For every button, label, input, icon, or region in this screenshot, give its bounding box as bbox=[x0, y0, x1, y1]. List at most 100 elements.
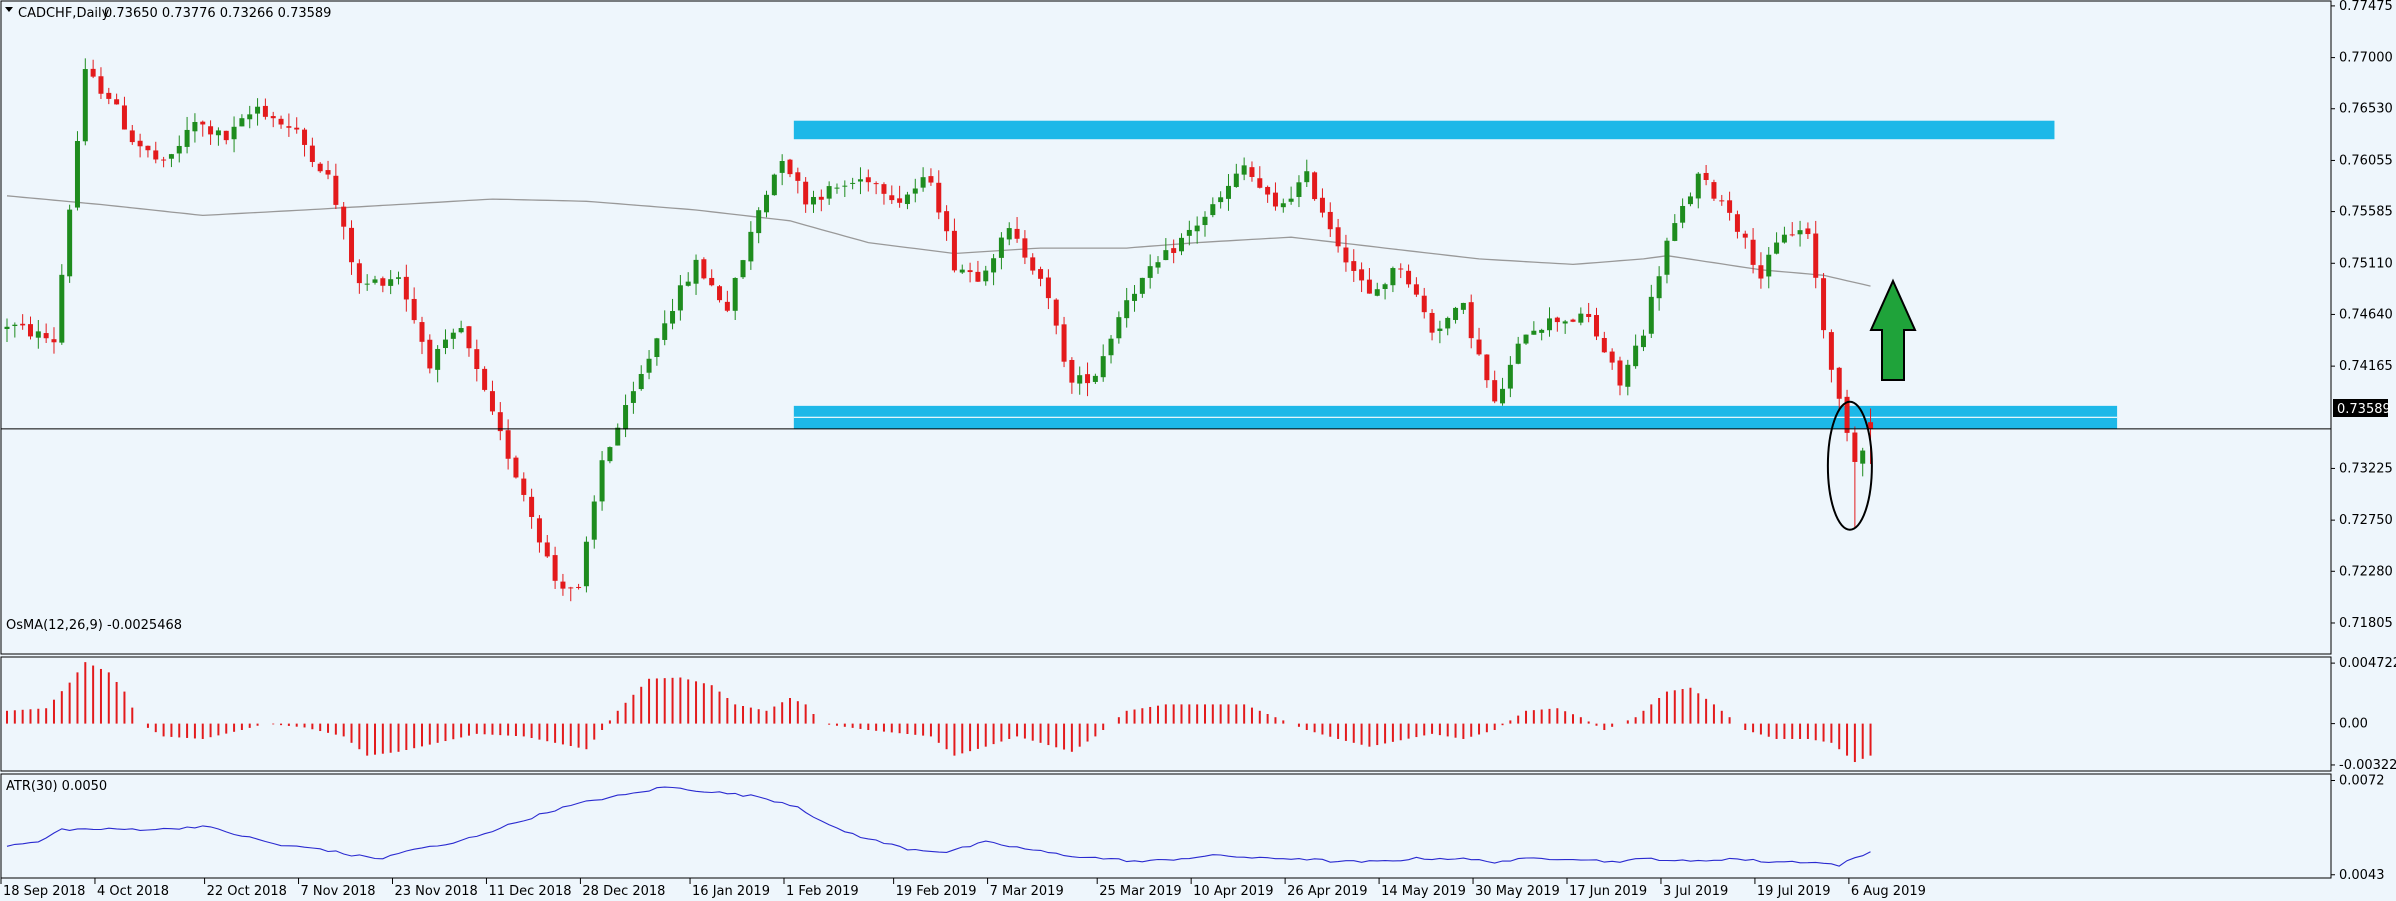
candle-body bbox=[1445, 317, 1451, 329]
candle-body bbox=[717, 286, 723, 301]
candle bbox=[646, 350, 652, 380]
candle bbox=[881, 182, 887, 205]
candle-body bbox=[247, 114, 253, 120]
price-panel: 0.77475 0.77000 0.76530 0.76055 0.75585 0.751… bbox=[0, 0, 2393, 655]
candle-body bbox=[20, 323, 26, 326]
candle-body bbox=[1750, 239, 1756, 265]
chart-header: CADCHF,Daily 0.73650 0.73776 0.73266 0.7… bbox=[5, 6, 331, 21]
circle-annotation-shape bbox=[1826, 400, 1873, 531]
price-tick-label: 0.71805 bbox=[2339, 616, 2393, 631]
candle-body bbox=[419, 322, 425, 342]
candle bbox=[59, 264, 65, 345]
candle bbox=[1601, 331, 1607, 353]
candle bbox=[474, 339, 480, 382]
candle bbox=[1022, 230, 1028, 265]
candle bbox=[396, 271, 401, 285]
candle-body bbox=[474, 349, 480, 369]
candle-body bbox=[513, 457, 519, 478]
candle-body bbox=[1390, 268, 1396, 286]
candle bbox=[1171, 239, 1177, 264]
candle bbox=[341, 202, 347, 240]
candle-body bbox=[810, 196, 816, 205]
candle bbox=[1108, 335, 1114, 364]
candle bbox=[403, 264, 409, 312]
candle bbox=[43, 323, 49, 344]
candle bbox=[497, 402, 503, 441]
date-tick-label: 19 Feb 2019 bbox=[896, 884, 977, 899]
candle-body bbox=[1500, 388, 1506, 404]
candle bbox=[1774, 232, 1780, 255]
candle-body bbox=[239, 118, 245, 127]
candle-body bbox=[1695, 173, 1701, 199]
candle-body bbox=[341, 206, 347, 227]
candle-body bbox=[1116, 317, 1122, 339]
candle-body bbox=[1045, 277, 1051, 299]
candle-body bbox=[1507, 364, 1513, 389]
candle bbox=[1116, 311, 1122, 344]
candle bbox=[1484, 354, 1490, 388]
dropdown-triangle-icon[interactable] bbox=[5, 7, 13, 12]
candle bbox=[333, 163, 339, 209]
candle-body bbox=[435, 348, 441, 370]
candle-body bbox=[1578, 313, 1584, 323]
candle-body bbox=[1460, 302, 1466, 310]
price-axis: 0.77475 0.77000 0.76530 0.76055 0.75585 0.751… bbox=[2331, 0, 2393, 631]
candle bbox=[1805, 222, 1811, 239]
atr-tick-label: 0.0072 bbox=[2339, 774, 2385, 789]
candle-body bbox=[1758, 265, 1764, 279]
osma-panel-frame bbox=[0, 656, 2332, 772]
candle-body bbox=[450, 332, 456, 339]
candle bbox=[1398, 263, 1404, 279]
candle-body bbox=[670, 311, 676, 324]
candle bbox=[427, 334, 433, 374]
candle bbox=[1030, 253, 1036, 275]
candle bbox=[599, 451, 605, 511]
candle-body bbox=[795, 172, 801, 181]
candle bbox=[615, 423, 621, 446]
candle-body bbox=[317, 163, 323, 172]
candle bbox=[98, 67, 104, 99]
candle-body bbox=[1139, 277, 1145, 294]
candle bbox=[544, 535, 550, 558]
candle-body bbox=[1218, 197, 1224, 203]
candle bbox=[1335, 218, 1341, 253]
date-tick-label: 11 Dec 2018 bbox=[488, 884, 571, 899]
candle bbox=[1413, 277, 1419, 297]
candle-body bbox=[646, 358, 652, 373]
candle bbox=[184, 116, 190, 154]
candle-body bbox=[364, 283, 370, 285]
candle bbox=[810, 190, 816, 213]
candle-body bbox=[1179, 237, 1184, 252]
candle-body bbox=[1734, 214, 1740, 232]
candle-body bbox=[1374, 289, 1380, 296]
date-tick-label: 22 Oct 2018 bbox=[207, 884, 287, 899]
price-tick-label: 0.74640 bbox=[2339, 307, 2393, 322]
candle bbox=[1390, 266, 1396, 293]
candle-body bbox=[928, 176, 934, 183]
candle bbox=[1593, 307, 1599, 341]
candle-body bbox=[998, 237, 1004, 258]
candle-body bbox=[215, 130, 221, 136]
candle-body bbox=[756, 210, 762, 234]
candle bbox=[262, 98, 268, 120]
candle bbox=[1343, 234, 1349, 272]
candle-body bbox=[1836, 367, 1842, 399]
current-price-text: 0.73589 bbox=[2337, 402, 2391, 417]
candle bbox=[168, 153, 174, 168]
candle bbox=[1711, 179, 1717, 201]
candle bbox=[411, 287, 417, 324]
candle-body bbox=[59, 274, 65, 343]
candle-body bbox=[1476, 339, 1482, 355]
candle-body bbox=[129, 130, 135, 143]
candle-body bbox=[396, 277, 401, 279]
candle bbox=[1092, 373, 1098, 385]
candle-body bbox=[1468, 302, 1474, 339]
candle-body bbox=[325, 170, 331, 175]
candle-body bbox=[121, 105, 127, 130]
date-tick-label: 4 Oct 2018 bbox=[97, 884, 169, 899]
candle bbox=[1139, 277, 1145, 298]
candle bbox=[1179, 233, 1184, 256]
moving-average bbox=[6, 195, 1871, 287]
candle bbox=[1758, 252, 1764, 289]
